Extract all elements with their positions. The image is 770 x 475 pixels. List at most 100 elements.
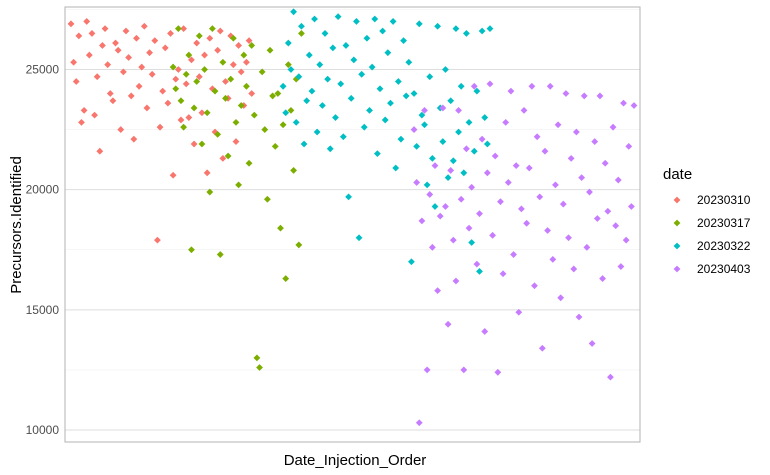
legend-items: 20230310 20230317 20230322 20230403 [673,193,751,276]
data-point [552,181,559,189]
data-point [277,224,284,232]
data-point [533,133,541,141]
data-point [211,87,219,95]
data-point [235,42,242,49]
data-point [355,234,363,242]
data-point [258,68,266,76]
data-point [138,63,146,71]
data-point [214,130,222,138]
data-point [133,34,140,42]
data-point [332,114,339,121]
data-point [198,140,206,148]
data-point [586,188,593,196]
data-point [180,25,187,33]
data-point [470,147,478,155]
data-point [442,66,449,73]
data-point [237,68,245,76]
data-point [164,99,172,107]
data-point [279,121,287,129]
data-point [298,30,305,37]
data-point [410,90,418,97]
data-point [428,243,436,251]
data-point [140,22,148,30]
data-point [177,97,185,105]
data-point [125,54,133,61]
data-point [421,106,428,114]
data-point [250,111,258,119]
data-point [284,39,292,47]
data-point [303,97,311,105]
data-point [379,27,387,35]
series-20230403 [410,80,638,427]
data-point [604,207,612,215]
data-point [96,147,104,155]
data-point [494,368,502,376]
data-point [439,104,447,112]
data-point [373,150,381,158]
data-point [468,239,476,246]
data-point [169,63,177,71]
data-points [67,8,638,427]
data-point [630,102,638,109]
data-point [423,181,431,189]
data-point [531,282,538,290]
data-point [203,109,211,117]
data-point [363,34,371,42]
data-point [536,193,544,201]
data-point [300,140,308,148]
data-point [557,294,565,302]
data-point [190,104,198,112]
data-point [104,61,112,69]
data-point [478,135,486,143]
data-point [392,164,400,172]
data-point [410,126,418,133]
data-point [248,42,256,49]
data-point [486,25,494,33]
data-point [601,159,609,167]
data-point [400,37,407,45]
data-point [224,152,232,160]
data-point [413,179,421,186]
data-point [588,340,596,347]
data-point [444,320,452,328]
data-point [502,118,510,126]
data-point [99,42,106,49]
data-point [447,97,455,105]
data-point [470,82,478,90]
data-point [316,61,324,69]
data-point [256,364,263,371]
data-point [337,80,345,88]
data-point [209,25,216,33]
data-point [580,92,588,100]
data-point [127,92,135,100]
data-point [214,46,222,54]
data-point [329,44,337,52]
data-point [426,191,434,198]
data-point [313,128,321,136]
series-20230310 [67,18,256,244]
data-point [478,27,486,35]
data-point [235,181,242,189]
data-point [473,87,481,95]
data-point [528,82,536,90]
data-point [227,32,235,40]
data-point [201,51,208,59]
data-point [431,203,439,210]
data-point [146,49,153,57]
data-point [436,212,444,220]
data-point [295,73,303,81]
data-point [206,188,214,196]
data-point [91,111,98,119]
data-point [287,66,295,73]
data-point [565,234,572,242]
data-point [167,30,174,37]
data-point [321,30,329,37]
data-point [593,215,601,222]
data-point [538,344,546,352]
data-point [240,51,248,59]
data-point [216,251,224,258]
data-point [261,126,269,133]
data-point [483,169,491,177]
data-point [504,179,512,186]
data-point [72,78,80,85]
